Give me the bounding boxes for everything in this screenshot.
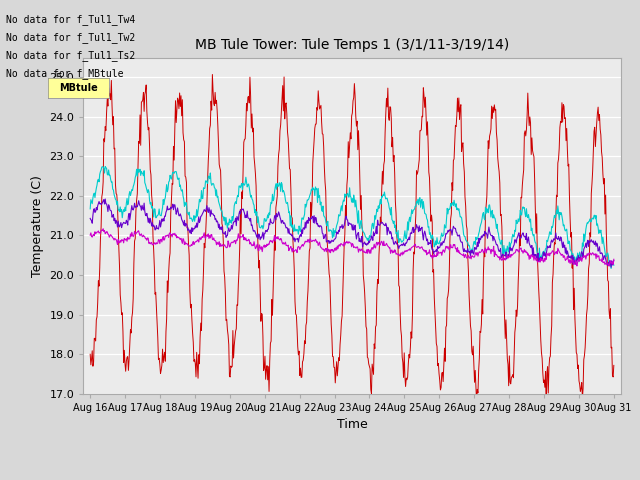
Tul1_Tw+10cm	[291, 268, 298, 274]
Tul1_Ts-32cm	[244, 237, 252, 242]
Legend: Tul1_Tw+10cm, Tul1_Ts-8cm, Tul1_Ts-16cm, Tul1_Ts-32cm: Tul1_Tw+10cm, Tul1_Ts-8cm, Tul1_Ts-16cm,…	[121, 476, 583, 480]
Tul1_Ts-32cm	[271, 232, 278, 238]
Text: No data for f_Tul1_Tw2: No data for f_Tul1_Tw2	[6, 32, 136, 43]
Tul1_Ts-32cm	[99, 226, 107, 232]
Line: Tul1_Ts-8cm: Tul1_Ts-8cm	[90, 167, 614, 268]
Tul1_Ts-32cm	[610, 256, 618, 262]
Tul1_Ts-32cm	[406, 248, 414, 253]
Tul1_Ts-8cm	[244, 181, 252, 187]
Tul1_Ts-16cm	[86, 216, 94, 221]
Tul1_Ts-16cm	[244, 216, 252, 221]
Tul1_Ts-32cm	[605, 263, 613, 269]
Tul1_Tw+10cm	[271, 236, 278, 241]
Tul1_Ts-16cm	[101, 196, 109, 202]
Tul1_Ts-16cm	[436, 244, 444, 250]
Tul1_Tw+10cm	[86, 351, 94, 357]
Text: No data for f_Tul1_Tw4: No data for f_Tul1_Tw4	[6, 13, 136, 24]
X-axis label: Time: Time	[337, 418, 367, 431]
Tul1_Ts-32cm	[148, 242, 156, 248]
Title: MB Tule Tower: Tule Temps 1 (3/1/11-3/19/14): MB Tule Tower: Tule Temps 1 (3/1/11-3/19…	[195, 38, 509, 52]
Text: MBtule: MBtule	[59, 84, 98, 93]
Tul1_Ts-32cm	[436, 250, 444, 256]
Tul1_Ts-8cm	[86, 206, 94, 212]
Tul1_Ts-16cm	[406, 230, 414, 236]
Text: No data for f_MBtule: No data for f_MBtule	[6, 68, 124, 79]
Tul1_Ts-8cm	[610, 263, 618, 268]
Tul1_Ts-8cm	[101, 164, 109, 169]
Tul1_Tw+10cm	[610, 362, 618, 368]
Tul1_Tw+10cm	[436, 378, 444, 384]
Tul1_Ts-8cm	[291, 222, 298, 228]
Tul1_Ts-16cm	[148, 220, 156, 226]
Tul1_Ts-32cm	[86, 232, 94, 238]
Line: Tul1_Ts-16cm: Tul1_Ts-16cm	[90, 199, 614, 267]
Tul1_Ts-16cm	[291, 235, 298, 241]
Tul1_Ts-8cm	[607, 265, 615, 271]
Tul1_Ts-16cm	[607, 264, 615, 270]
Tul1_Ts-32cm	[291, 249, 298, 254]
Tul1_Ts-16cm	[271, 214, 278, 219]
Tul1_Ts-16cm	[610, 258, 618, 264]
Tul1_Tw+10cm	[406, 345, 414, 350]
Tul1_Tw+10cm	[244, 94, 252, 99]
Tul1_Tw+10cm	[542, 409, 550, 415]
Line: Tul1_Tw+10cm: Tul1_Tw+10cm	[90, 74, 614, 412]
Tul1_Tw+10cm	[209, 72, 216, 77]
Tul1_Ts-8cm	[271, 189, 278, 195]
Text: No data for f_Tul1_Ts2: No data for f_Tul1_Ts2	[6, 50, 136, 61]
Tul1_Ts-8cm	[406, 219, 414, 225]
Y-axis label: Temperature (C): Temperature (C)	[31, 175, 44, 276]
Tul1_Ts-8cm	[148, 204, 156, 209]
Tul1_Ts-8cm	[436, 238, 444, 244]
Tul1_Tw+10cm	[148, 192, 156, 198]
Line: Tul1_Ts-32cm: Tul1_Ts-32cm	[90, 229, 614, 266]
